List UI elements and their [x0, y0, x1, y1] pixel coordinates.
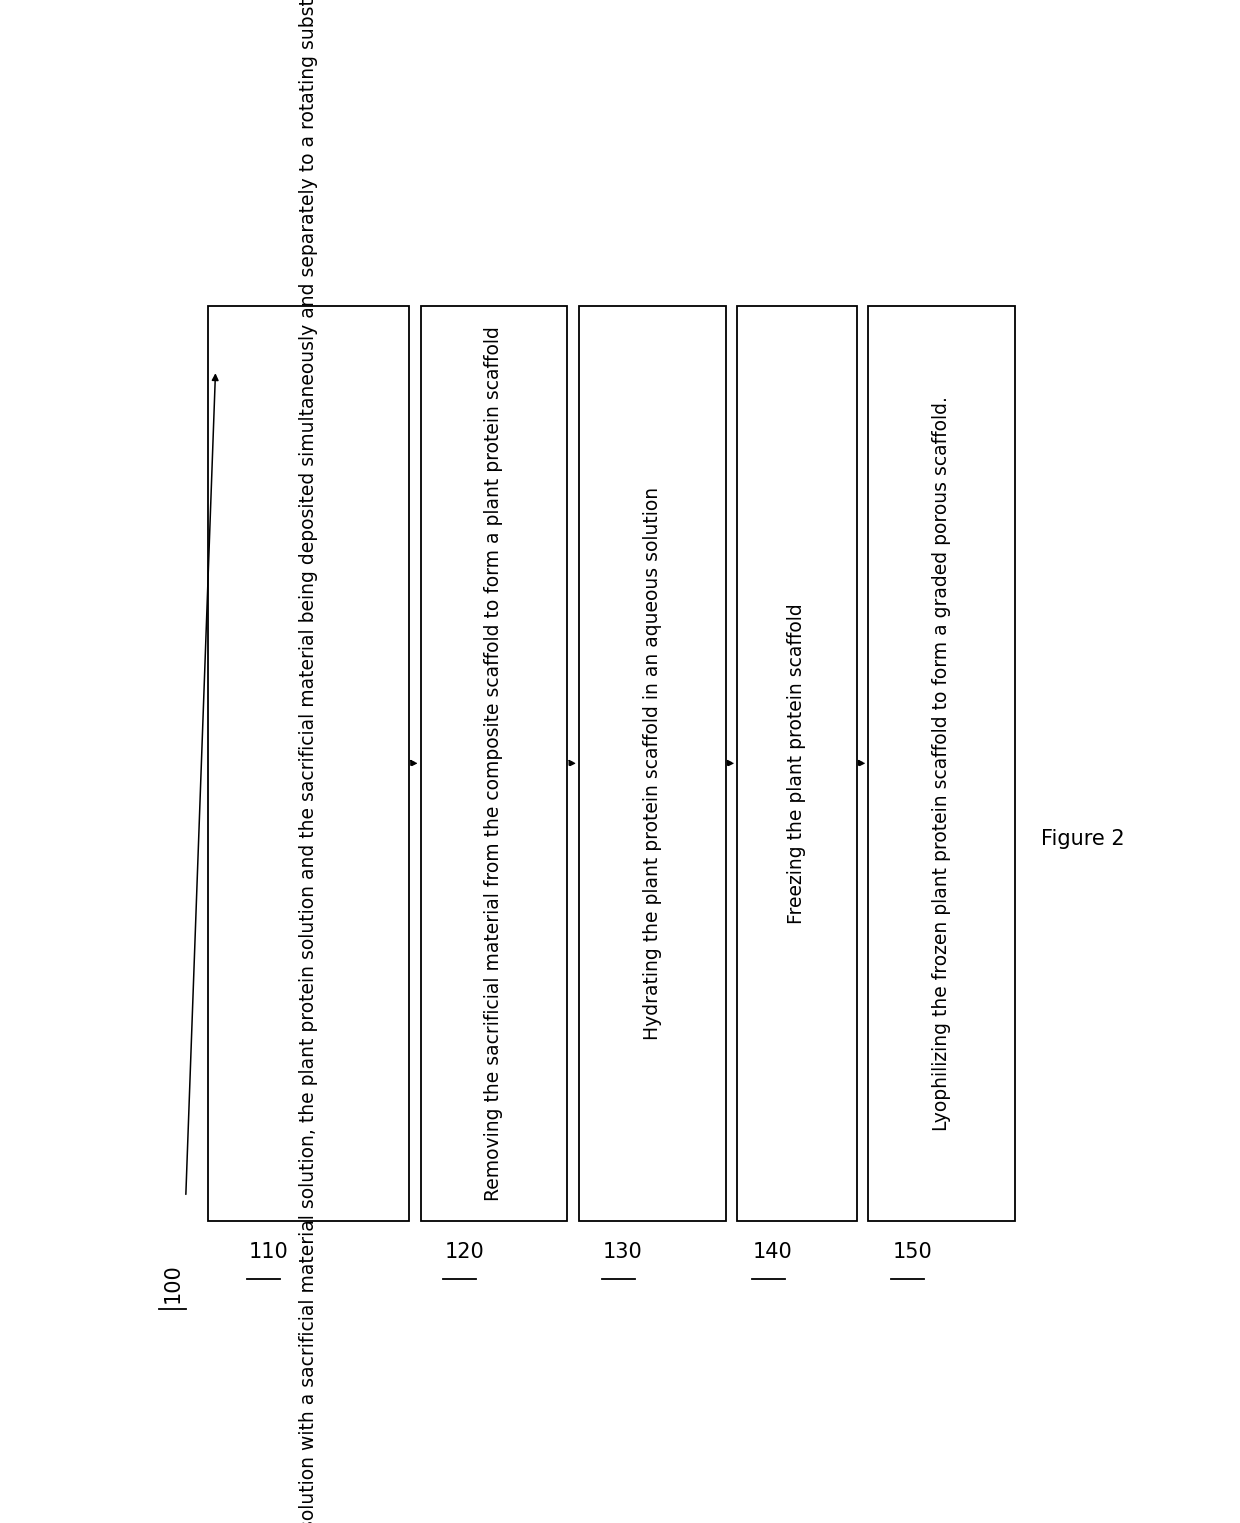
Text: Figure 2: Figure 2	[1040, 830, 1125, 850]
Text: Hydrating the plant protein scaffold in an aqueous solution: Hydrating the plant protein scaffold in …	[642, 487, 662, 1040]
Bar	[737, 306, 857, 1220]
Bar	[579, 306, 725, 1220]
Text: Electroprocessing a plant protein solution with a sacrificial material solution,: Electroprocessing a plant protein soluti…	[299, 0, 317, 1523]
Text: 140: 140	[753, 1241, 792, 1261]
Bar	[868, 306, 1016, 1220]
Text: Freezing the plant protein scaffold: Freezing the plant protein scaffold	[787, 603, 806, 923]
Text: 120: 120	[445, 1241, 485, 1261]
Text: Removing the sacrificial material from the composite scaffold to form a plant pr: Removing the sacrificial material from t…	[485, 326, 503, 1200]
Text: 110: 110	[248, 1241, 288, 1261]
Text: 130: 130	[603, 1241, 642, 1261]
Text: 100: 100	[162, 1263, 182, 1302]
Text: Lyophilizing the frozen plant protein scaffold to form a graded porous scaffold.: Lyophilizing the frozen plant protein sc…	[932, 396, 951, 1130]
Bar	[420, 306, 568, 1220]
Text: 150: 150	[893, 1241, 932, 1261]
Bar	[208, 306, 409, 1220]
